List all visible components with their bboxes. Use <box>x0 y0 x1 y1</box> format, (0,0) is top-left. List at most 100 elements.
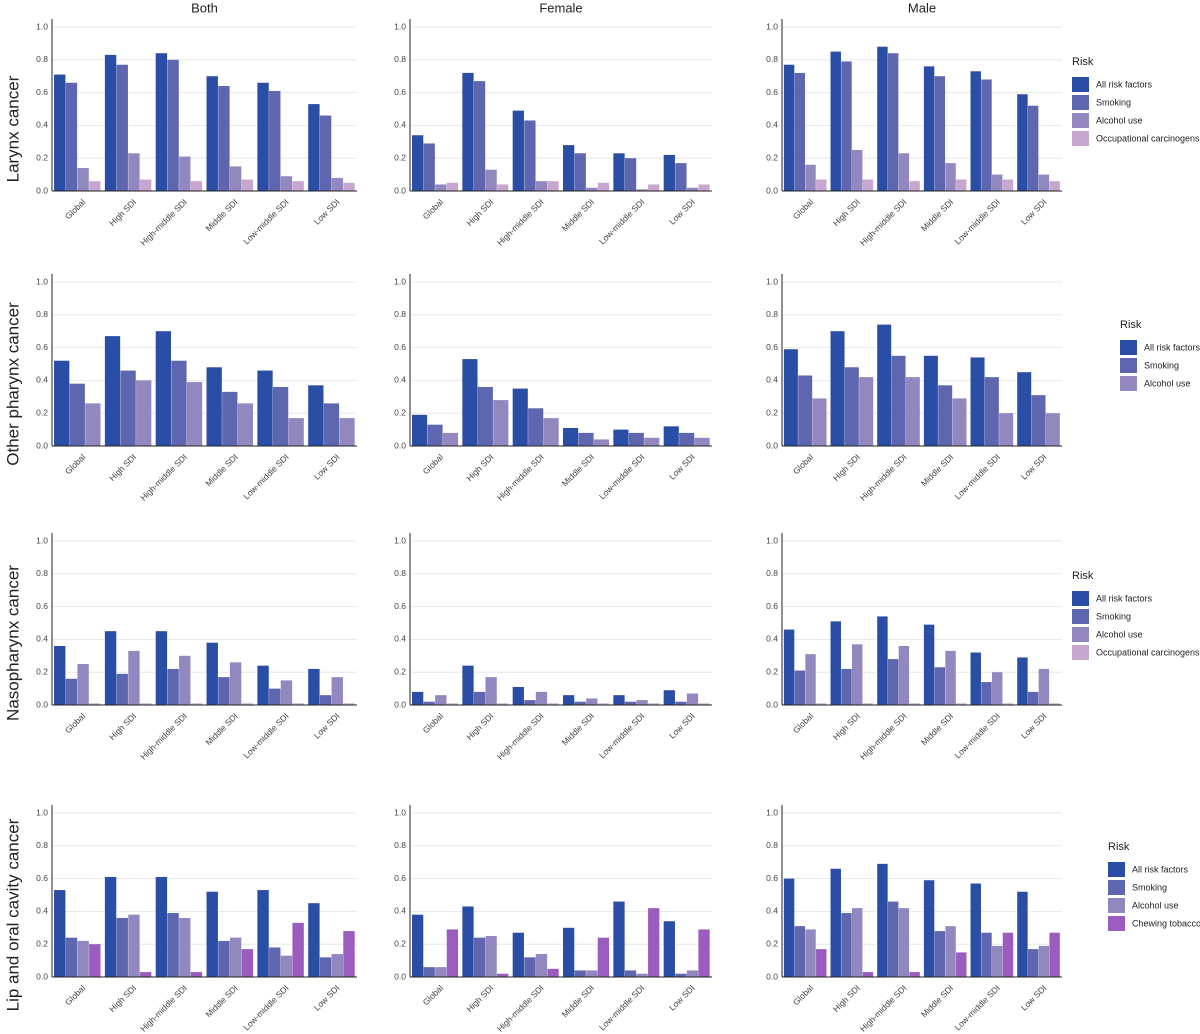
bar-smoking-middle-sdi <box>218 677 230 705</box>
y-tick-label: 0.4 <box>36 375 48 385</box>
bar-occupational-carcinogens-high-middle-sdi <box>547 703 559 705</box>
y-tick-label: 0.0 <box>394 185 406 195</box>
x-tick-label-low-sdi: Low SDI <box>1019 711 1049 741</box>
x-tick-label-high-middle-sdi: High-middle SDI <box>858 452 909 503</box>
y-tick-label: 1.0 <box>394 535 406 545</box>
bar-occupational-carcinogens-low-middle-sdi <box>648 703 660 705</box>
bar-alcohol-use-high-sdi <box>485 169 497 191</box>
bar-smoking-low-middle-sdi <box>269 947 281 977</box>
bar-all-risk-factors-global <box>54 645 66 705</box>
bar-occupational-carcinogens-low-sdi <box>343 703 355 705</box>
x-tick-label-global: Global <box>791 197 816 222</box>
bar-smoking-middle-sdi <box>934 931 946 977</box>
bar-alcohol-use-middle-sdi <box>229 166 242 191</box>
x-tick-label-high-middle-sdi: High-middle SDI <box>138 197 189 248</box>
y-tick-label: 0.2 <box>766 407 778 417</box>
y-tick-label: 0.8 <box>36 309 48 319</box>
bar-all-risk-factors-middle-sdi <box>206 891 218 977</box>
bar-smoking-low-middle-sdi <box>624 158 637 191</box>
y-tick-label: 0.4 <box>766 375 778 385</box>
bar-smoking-high-middle-sdi <box>167 913 179 977</box>
bar-alcohol-use-middle-sdi <box>945 650 956 705</box>
panel-other-pharynx-cancer-both: 0.0 0.2 0.4 0.6 0.8 1.0 Global High SDI High-mid… <box>36 274 357 503</box>
bar-alcohol-use-high-sdi <box>852 150 863 191</box>
bar-all-risk-factors-middle-sdi <box>206 76 218 191</box>
y-tick-label: 0.2 <box>36 407 48 417</box>
bar-smoking-low-middle-sdi <box>269 90 281 191</box>
bar-alcohol-use-low-sdi <box>686 187 699 191</box>
x-tick-label-global: Global <box>63 197 88 222</box>
bar-alcohol-use-high-sdi <box>859 377 874 446</box>
bar-all-risk-factors-high-middle-sdi <box>512 686 524 705</box>
bar-smoking-high-sdi <box>473 81 486 191</box>
bar-smoking-global <box>794 670 806 705</box>
y-tick-label: 0.4 <box>766 906 778 916</box>
legend-label-all-risk-factors: All risk factors <box>1132 864 1189 874</box>
legend-other-pharynx-cancer: Risk All risk factors Smoking Alcohol use <box>1120 319 1200 391</box>
x-tick-label-high-sdi: High SDI <box>831 983 862 1014</box>
bar-chewing-tobacco-high-middle-sdi <box>547 968 559 977</box>
x-tick-label-high-sdi: High SDI <box>464 711 495 742</box>
x-tick-label-high-middle-sdi: High-middle SDI <box>858 983 909 1034</box>
x-tick-label-global: Global <box>791 711 816 736</box>
bar-chewing-tobacco-low-middle-sdi <box>292 922 304 977</box>
x-tick-label-high-sdi: High SDI <box>107 197 138 228</box>
bar-alcohol-use-high-middle-sdi <box>179 156 191 191</box>
x-tick-label-low-middle-sdi: Low-middle SDI <box>241 983 290 1032</box>
legend-swatch-all-risk-factors <box>1072 591 1089 606</box>
x-tick-label-global: Global <box>63 711 88 736</box>
legend-label-alcohol-use: Alcohol use <box>1144 378 1191 388</box>
y-tick-label: 0.2 <box>394 938 406 948</box>
bar-occupational-carcinogens-low-middle-sdi <box>292 703 304 705</box>
bar-all-risk-factors-low-sdi <box>308 104 320 191</box>
bar-smoking-low-sdi <box>1027 691 1039 705</box>
bar-all-risk-factors-global <box>412 414 428 446</box>
x-tick-label-middle-sdi: Middle SDI <box>203 197 239 233</box>
bar-alcohol-use-low-middle-sdi <box>999 413 1014 446</box>
x-tick-label-low-sdi: Low SDI <box>667 983 697 1013</box>
panel-other-pharynx-cancer-female: 0.0 0.2 0.4 0.6 0.8 1.0 Global High SDI High-mid… <box>394 274 712 503</box>
legend-swatch-smoking <box>1072 95 1089 110</box>
bar-smoking-middle-sdi <box>934 667 946 705</box>
x-tick-label-middle-sdi: Middle SDI <box>919 197 955 233</box>
legend-larynx-cancer: Risk All risk factors Smoking Alcohol use Oc… <box>1072 56 1200 146</box>
y-tick-label: 0.4 <box>394 906 406 916</box>
y-tick-label: 0.6 <box>36 87 48 97</box>
legend-swatch-alcohol-use <box>1108 898 1125 913</box>
bar-occupational-carcinogens-high-sdi <box>862 703 874 705</box>
bar-all-risk-factors-middle-sdi <box>923 880 935 977</box>
x-tick-label-high-sdi: High SDI <box>831 452 862 483</box>
y-tick-label: 0.0 <box>394 971 406 981</box>
bar-smoking-low-middle-sdi <box>269 688 281 705</box>
bar-alcohol-use-high-middle-sdi <box>535 954 548 977</box>
bar-smoking-high-sdi <box>473 691 486 705</box>
x-tick-label-middle-sdi: Middle SDI <box>203 711 239 747</box>
column-title-female: Female <box>539 0 582 15</box>
bar-smoking-high-middle-sdi <box>887 659 899 705</box>
bar-alcohol-use-global <box>85 403 101 446</box>
bar-alcohol-use-high-middle-sdi <box>543 418 559 446</box>
bar-all-risk-factors-middle-sdi <box>563 695 575 705</box>
legend-title: Risk <box>1072 570 1094 582</box>
legend-swatch-occupational-carcinogens <box>1072 645 1089 660</box>
y-tick-label: 0.0 <box>766 440 778 450</box>
legend-nasopharynx-cancer: Risk All risk factors Smoking Alcohol use Oc… <box>1072 570 1200 660</box>
y-tick-label: 0.8 <box>36 568 48 578</box>
legend-lip-and-oral-cavity-cancer: Risk All risk factors Smoking Alcohol use Ch… <box>1108 841 1200 931</box>
bar-smoking-high-middle-sdi <box>171 360 187 446</box>
bar-all-risk-factors-low-middle-sdi <box>970 357 985 446</box>
bar-chewing-tobacco-low-sdi <box>343 931 355 977</box>
x-tick-label-low-sdi: Low SDI <box>667 197 697 227</box>
panel-nasopharynx-cancer-male: 0.0 0.2 0.4 0.6 0.8 1.0 Global High SDIHigh-mid… <box>766 533 1062 762</box>
bar-smoking-global <box>65 678 78 705</box>
x-tick-label-high-middle-sdi: High-middle SDI <box>858 197 909 248</box>
bar-all-risk-factors-low-middle-sdi <box>613 901 625 977</box>
bar-alcohol-use-low-sdi <box>331 177 343 191</box>
x-tick-label-middle-sdi: Middle SDI <box>560 452 596 488</box>
y-tick-label: 1.0 <box>36 21 48 31</box>
x-tick-label-low-middle-sdi: Low-middle SDI <box>952 452 1001 501</box>
bar-occupational-carcinogens-high-middle-sdi <box>547 181 559 191</box>
bar-chewing-tobacco-global <box>816 949 827 977</box>
bar-all-risk-factors-high-middle-sdi <box>155 331 171 446</box>
x-tick-label-low-sdi: Low SDI <box>1019 452 1049 482</box>
